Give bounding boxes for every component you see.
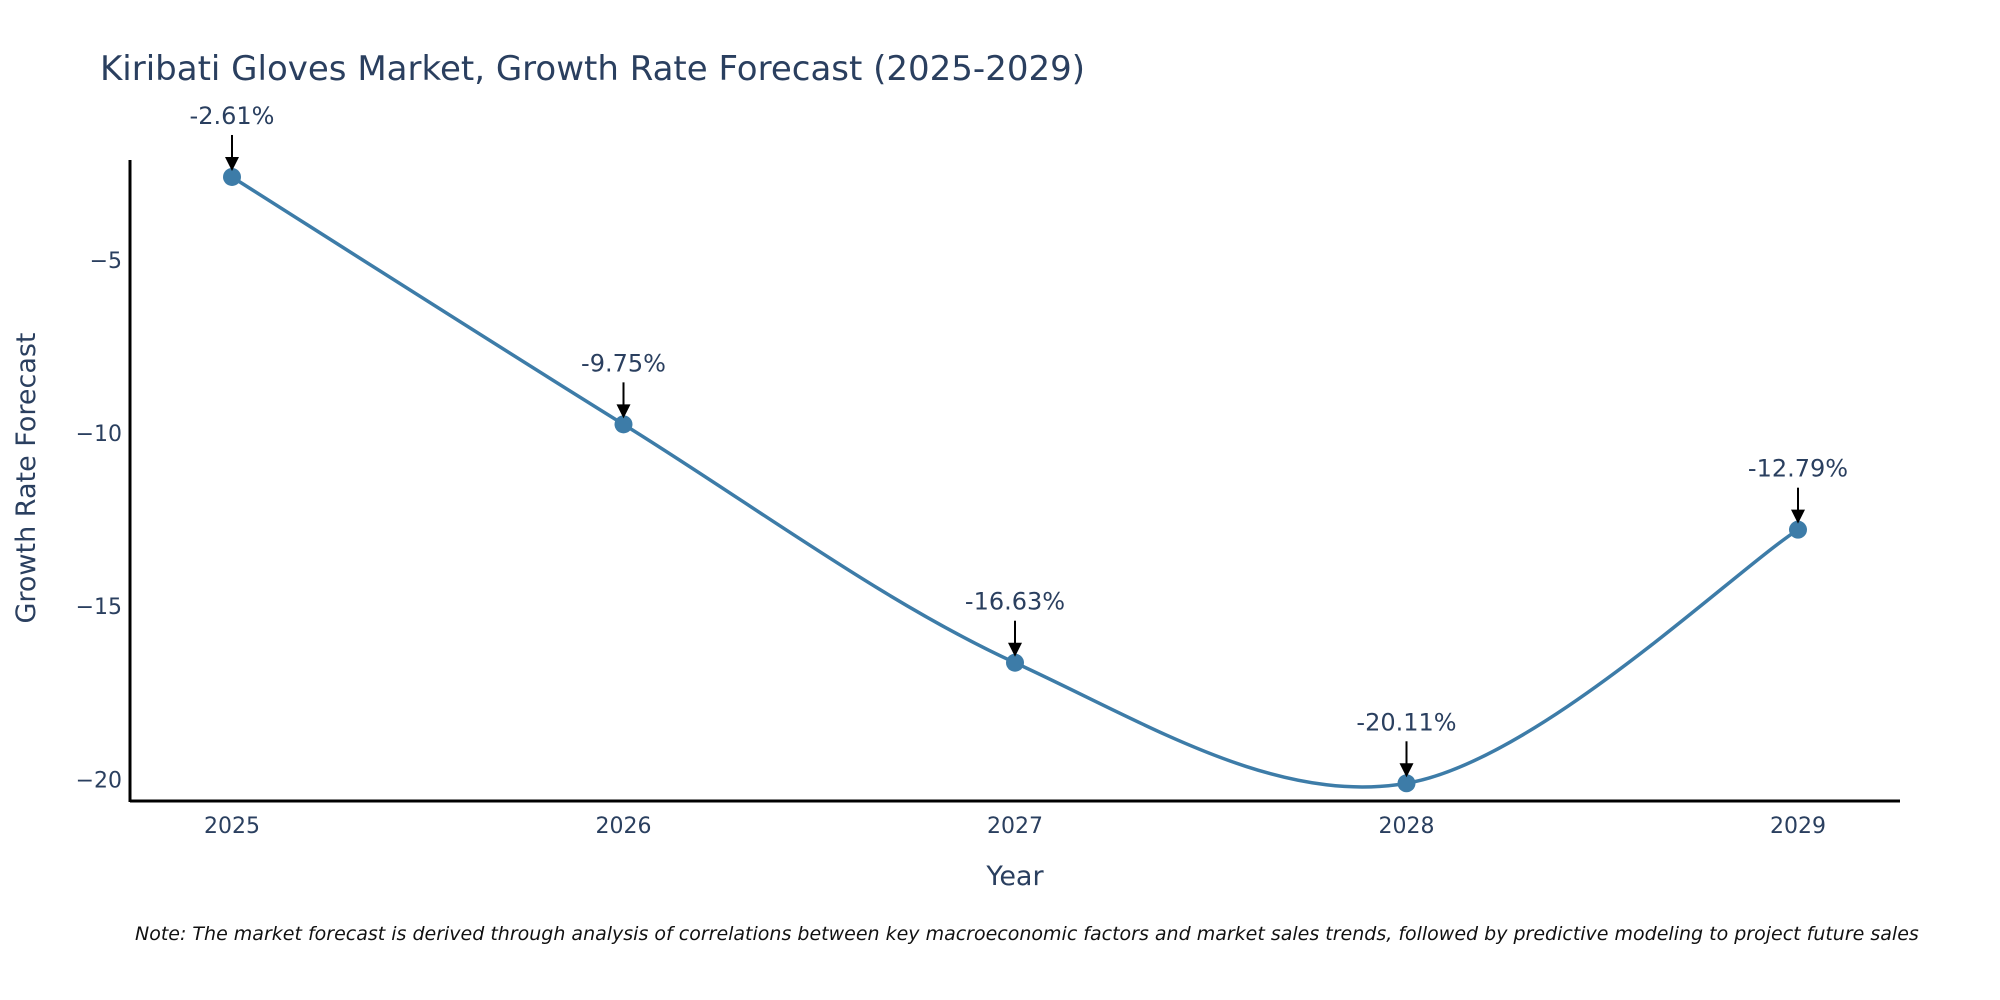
annotation-arrow-head xyxy=(1008,642,1022,657)
annotation-arrow-head xyxy=(225,156,239,171)
data-point-2027 xyxy=(1006,653,1024,672)
data-point-2028 xyxy=(1397,774,1416,793)
annotation-arrow-head xyxy=(1399,763,1414,778)
chart-title: Kiribati Gloves Market, Growth Rate Fore… xyxy=(100,49,1085,89)
annotation-label-2029: -12.79% xyxy=(1748,455,1848,483)
y-tick-label: −20 xyxy=(76,768,122,793)
x-tick-label: 2029 xyxy=(1770,814,1826,839)
annotation-arrow-head xyxy=(1791,509,1805,524)
data-point-2029 xyxy=(1789,520,1807,539)
annotation-label-2027: -16.63% xyxy=(965,588,1065,616)
annotation-label-2028: -20.11% xyxy=(1356,708,1456,736)
series-line xyxy=(231,175,1799,789)
data-annotations: -2.61% -9.75% -16.63% -20.11% -12.79% xyxy=(190,102,1848,778)
y-axis-title: Growth Rate Forecast xyxy=(11,332,42,623)
footnote: Note: The market forecast is derived thr… xyxy=(135,923,1919,945)
annotation-label-2026: -9.75% xyxy=(581,349,666,377)
x-axis-title: Year xyxy=(985,861,1044,892)
data-point-2025 xyxy=(223,167,241,186)
y-tick-label: −15 xyxy=(76,595,122,620)
data-markers xyxy=(223,167,1807,793)
x-tick-labels: 2025 2026 2027 2028 2029 xyxy=(204,814,1826,839)
annotation-arrow-head xyxy=(616,404,631,419)
x-tick-label: 2025 xyxy=(204,814,260,839)
y-tick-labels: −5 −10 −15 −20 xyxy=(76,249,122,794)
x-tick-label: 2026 xyxy=(596,814,652,839)
annotation-label-2025: -2.61% xyxy=(190,102,275,130)
y-tick-label: −10 xyxy=(76,422,122,447)
x-tick-label: 2028 xyxy=(1379,814,1435,839)
data-point-2026 xyxy=(614,415,633,434)
x-tick-label: 2027 xyxy=(987,814,1043,839)
plot-area: −5−10−15−20 2025 2026 2027 2028 2029 -2.61%-… xyxy=(76,102,1900,839)
y-tick-label: −5 xyxy=(90,249,122,274)
